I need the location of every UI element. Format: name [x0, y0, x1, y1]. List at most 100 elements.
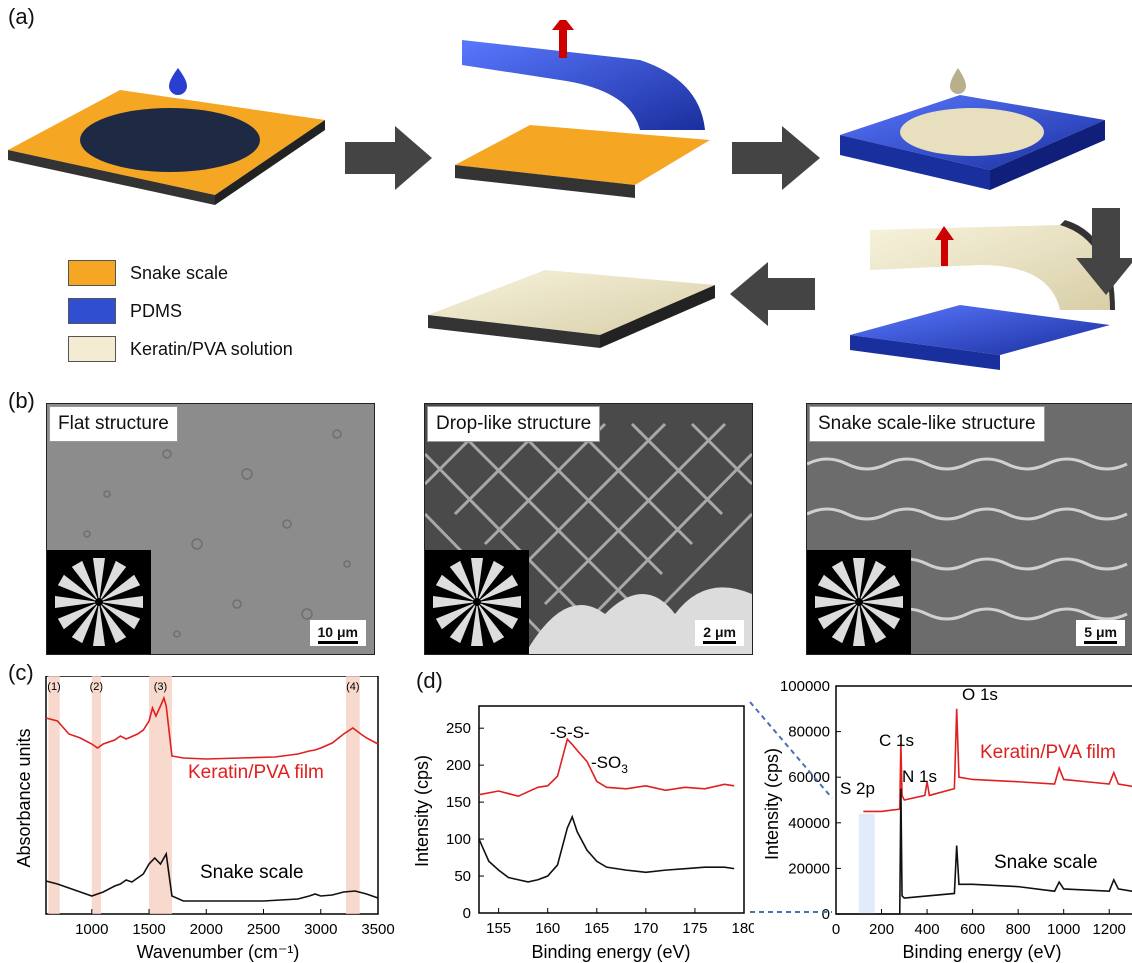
x-tick-label: 165 — [584, 920, 609, 937]
x-axis-label: Wavenumber (cm⁻¹) — [137, 942, 300, 962]
legend-label: Snake scale — [130, 262, 229, 283]
y-tick-label: 40000 — [788, 815, 830, 832]
scale-bar: 5 μm — [1076, 620, 1125, 646]
scale-bar: 10 μm — [309, 620, 366, 646]
y-tick-label: 60000 — [788, 769, 830, 786]
annotation-s2p: S 2p — [840, 779, 875, 798]
x-tick-label: 200 — [869, 921, 894, 938]
legend-label: Keratin/PVA solution — [130, 338, 293, 359]
y-tick-label: 80000 — [788, 724, 830, 741]
x-axis-label: Binding energy (eV) — [902, 942, 1061, 962]
x-tick-label: 175 — [682, 920, 707, 937]
legend-swatch — [68, 298, 116, 324]
x-tick-label: 170 — [633, 920, 658, 937]
series-label: Keratin/PVA film — [980, 742, 1116, 763]
zoom-connector — [749, 701, 833, 913]
x-tick-label: 180 — [731, 920, 754, 937]
xps-s2p-chart: 155 160 165 170 175 180 0 50 100 150 200 250 Bindin… — [412, 705, 754, 962]
panel-label-d: (d) — [416, 668, 443, 693]
annotation-ss: -S-S- — [550, 723, 590, 742]
x-tick-label: 160 — [535, 920, 560, 937]
mask-inset-image — [425, 550, 529, 654]
legend: Snake scale PDMS Keratin/PVA solution — [68, 258, 293, 364]
panel-label-a: (a) — [8, 4, 35, 29]
annotation-n1s: N 1s — [902, 767, 937, 786]
series-line — [863, 708, 1132, 813]
sem-title: Drop-like structure — [427, 406, 601, 442]
plot-frame — [835, 685, 1132, 915]
band-label: (1) — [47, 681, 60, 693]
x-tick-label: 1000 — [1047, 921, 1080, 938]
y-tick-label: 200 — [446, 757, 471, 774]
sem-drop-like: Drop-like structure 2 μm — [424, 403, 753, 655]
annotation-so3: -SO3 — [591, 753, 628, 776]
x-tick-label: 0 — [832, 921, 840, 938]
series-line — [45, 695, 379, 760]
y-tick-label: 0 — [463, 905, 471, 922]
s2p-region-highlight — [858, 813, 875, 914]
arrow-right-icon — [732, 126, 820, 190]
y-tick-label: 20000 — [788, 860, 830, 877]
y-axis-label: Intensity (cps) — [762, 748, 782, 860]
x-tick-label: 2000 — [190, 921, 223, 938]
series-line — [836, 788, 1132, 915]
x-tick-label: 1500 — [132, 921, 165, 938]
x-tick-label: 3000 — [304, 921, 337, 938]
x-tick-label: 2500 — [247, 921, 280, 938]
x-tick-label: 1200 — [1093, 921, 1126, 938]
x-tick-label: 800 — [1006, 921, 1031, 938]
sunburst-pattern — [815, 558, 903, 646]
step3-pdms-mold-with-keratin — [840, 68, 1105, 190]
annotation-o1s: O 1s — [962, 685, 998, 704]
band-label: (4) — [346, 681, 359, 693]
highlight-band — [48, 676, 60, 914]
y-tick-label: 100 — [446, 831, 471, 848]
series-label: Snake scale — [200, 862, 304, 883]
y-tick-label: 0 — [822, 906, 830, 923]
sem-snake-scale-like: Snake scale-like structure 5 μm — [806, 403, 1132, 655]
arrow-right-icon — [345, 126, 432, 190]
panel-label-b: (b) — [8, 388, 35, 413]
legend-item: PDMS — [68, 296, 293, 326]
legend-swatch — [68, 336, 116, 362]
arrow-left-icon — [730, 262, 815, 326]
mask-inset-image — [47, 550, 151, 654]
x-axis-label: Binding energy (eV) — [531, 942, 690, 962]
series-line — [478, 814, 735, 883]
sem-flat: Flat structure 10 μm — [46, 403, 375, 655]
plot-frame — [45, 676, 379, 915]
step5-keratin-pva-film — [428, 270, 715, 348]
legend-swatch — [68, 260, 116, 286]
xps-survey-chart: 0 200 400 600 800 1000 1200 0 20000 40000 60000 800… — [762, 678, 1132, 962]
sunburst-pattern — [55, 558, 143, 646]
legend-label: PDMS — [130, 300, 183, 321]
y-axis-label: Absorbance units — [14, 728, 34, 867]
sem-title: Flat structure — [49, 406, 178, 442]
highlight-band — [91, 676, 101, 914]
arrow-down-icon — [1076, 208, 1132, 295]
ftir-chart: (1) (2) (3) (4) 1000 1500 2000 2500 3000 3500 Wa… — [14, 676, 395, 962]
step1-snake-scale-with-pdms-drop — [8, 68, 325, 205]
plot-frame — [478, 705, 745, 914]
series-label: Snake scale — [994, 852, 1098, 873]
highlight-band — [149, 676, 172, 914]
step4-peel-keratin-film — [850, 220, 1115, 370]
x-tick-label: 400 — [915, 921, 940, 938]
band-label: (3) — [154, 681, 167, 693]
scale-bar: 2 μm — [695, 620, 744, 646]
x-tick-label: 155 — [486, 920, 511, 937]
x-tick-label: 1000 — [75, 921, 108, 938]
sem-title: Snake scale-like structure — [809, 406, 1045, 442]
sunburst-pattern — [433, 558, 521, 646]
y-tick-label: 100000 — [780, 678, 830, 695]
annotation-c1s: C 1s — [879, 731, 914, 750]
series-line — [478, 737, 735, 798]
y-axis-label: Intensity (cps) — [412, 755, 432, 867]
y-tick-label: 250 — [446, 720, 471, 737]
step2-peel-pdms — [455, 20, 710, 198]
sem-flat-texture — [83, 429, 351, 638]
highlight-band — [345, 676, 360, 914]
x-tick-label: 3500 — [361, 921, 394, 938]
series-line — [45, 851, 379, 902]
band-label: (2) — [90, 681, 103, 693]
